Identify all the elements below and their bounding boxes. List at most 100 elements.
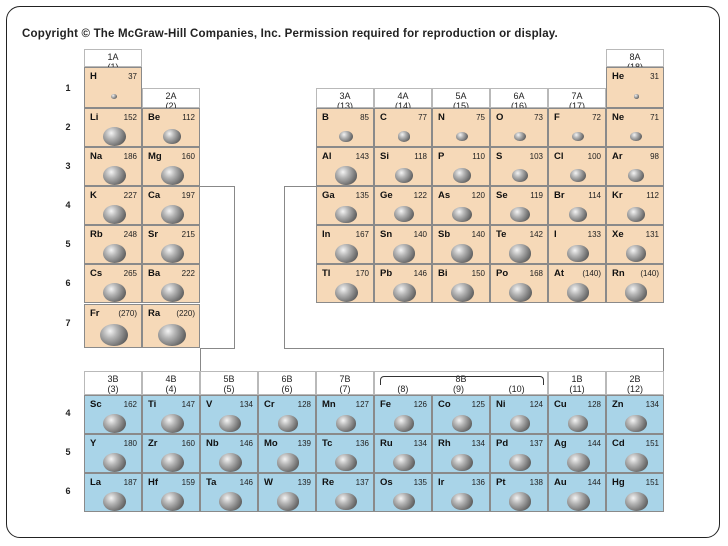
element-symbol: Rh bbox=[438, 438, 451, 449]
element-co: Co 125 bbox=[432, 395, 490, 434]
group-header-5b-number: (5) bbox=[223, 384, 235, 394]
element-se: Se 119 bbox=[490, 186, 548, 225]
element-b: B 85 bbox=[316, 108, 374, 147]
atom-sphere bbox=[392, 244, 416, 263]
group-header-3b: 3B (3) bbox=[84, 371, 142, 395]
atom-sphere bbox=[567, 415, 589, 432]
atomic-radius-value: 126 bbox=[413, 400, 427, 409]
group-header-6b: 6B (6) bbox=[258, 371, 316, 395]
group-header-6b-number: (6) bbox=[281, 384, 293, 394]
element-li: Li 152 bbox=[84, 108, 142, 147]
element-symbol: Se bbox=[496, 190, 508, 201]
atom-sphere bbox=[102, 492, 126, 511]
transition-period-label-5: 5 bbox=[65, 447, 71, 457]
group-header-4a-number: (14) bbox=[394, 101, 411, 111]
group-header-3b-label: 3B bbox=[107, 374, 119, 384]
atomic-radius-value: 85 bbox=[360, 113, 369, 122]
element-symbol: Co bbox=[438, 399, 451, 410]
atom-sphere bbox=[334, 244, 358, 263]
atom-sphere bbox=[100, 323, 128, 347]
atomic-radius-value: 114 bbox=[588, 191, 601, 200]
atom-sphere bbox=[627, 207, 645, 222]
group-header-5a-label: 5A bbox=[455, 91, 467, 101]
atomic-radius-value: 151 bbox=[645, 439, 659, 448]
group-header-4b-label: 4B bbox=[165, 374, 177, 384]
atomic-radius-value: 110 bbox=[472, 152, 485, 161]
atomic-radius-value: 187 bbox=[123, 478, 137, 487]
element-in: In 167 bbox=[316, 225, 374, 264]
atom-sphere bbox=[393, 492, 415, 511]
element-symbol: Pb bbox=[380, 268, 393, 279]
element-rh: Rh 134 bbox=[432, 434, 490, 473]
element-v: V 134 bbox=[200, 395, 258, 434]
atomic-radius-value: 140 bbox=[471, 230, 485, 239]
atomic-radius-value: 73 bbox=[534, 113, 543, 122]
leader-line-left-top bbox=[200, 186, 234, 187]
group-header-7a-number: (17) bbox=[568, 101, 585, 111]
element-c: C 77 bbox=[374, 108, 432, 147]
element-mg: Mg 160 bbox=[142, 147, 200, 186]
leader-line-right-drop bbox=[663, 348, 664, 371]
element-ni: Ni 124 bbox=[490, 395, 548, 434]
atom-sphere bbox=[335, 453, 357, 472]
atomic-radius-value: 72 bbox=[592, 113, 601, 122]
element-symbol: Bi bbox=[438, 268, 448, 279]
atom-sphere bbox=[508, 283, 532, 302]
atomic-radius-value: 112 bbox=[646, 191, 659, 200]
atomic-radius-value: 122 bbox=[413, 191, 427, 200]
atomic-radius-value: 120 bbox=[471, 191, 485, 200]
atomic-radius-value: 248 bbox=[123, 230, 137, 239]
group-header-7b-number: (7) bbox=[339, 384, 351, 394]
leader-line-left-vertical bbox=[234, 186, 235, 348]
element-po: Po 168 bbox=[490, 264, 548, 303]
element-symbol: Sn bbox=[380, 229, 393, 240]
leader-line-right-top bbox=[284, 186, 316, 187]
group-header-6a: 6A (16) bbox=[490, 88, 548, 111]
atom-sphere bbox=[394, 167, 414, 184]
atom-sphere bbox=[450, 244, 474, 263]
element-nb: Nb 146 bbox=[200, 434, 258, 473]
element-re: Re 137 bbox=[316, 473, 374, 512]
atomic-radius-value: 124 bbox=[529, 400, 543, 409]
group-header-5b: 5B (5) bbox=[200, 371, 258, 395]
element-symbol: Ru bbox=[380, 438, 393, 449]
element-symbol: Li bbox=[90, 112, 99, 123]
leader-line-right-bottom bbox=[284, 348, 664, 349]
atom-sphere bbox=[158, 323, 186, 347]
group-header-2a-number: (2) bbox=[165, 101, 177, 111]
element-symbol: Ni bbox=[496, 399, 506, 410]
element-ga: Ga 135 bbox=[316, 186, 374, 225]
atomic-radius-value: 139 bbox=[297, 439, 311, 448]
atom-sphere bbox=[102, 166, 126, 185]
atomic-radius-value: 103 bbox=[529, 152, 543, 161]
atomic-radius-value: 37 bbox=[128, 72, 137, 81]
element-la: La 187 bbox=[84, 473, 142, 512]
element-symbol: N bbox=[438, 112, 445, 123]
atomic-radius-value: 160 bbox=[181, 439, 195, 448]
transition-period-label-6: 6 bbox=[65, 486, 71, 496]
group-8b-bracket bbox=[380, 376, 544, 385]
group-header-5b-label: 5B bbox=[223, 374, 235, 384]
atomic-radius-value: 159 bbox=[181, 478, 195, 487]
atom-sphere bbox=[511, 168, 529, 183]
element-as: As 120 bbox=[432, 186, 490, 225]
element-p: P 110 bbox=[432, 147, 490, 186]
element-symbol: As bbox=[438, 190, 451, 201]
element-symbol: At bbox=[554, 268, 565, 279]
atomic-radius-value: 134 bbox=[471, 439, 485, 448]
element-ne: Ne 71 bbox=[606, 108, 664, 147]
atom-sphere bbox=[102, 127, 126, 146]
element-bi: Bi 150 bbox=[432, 264, 490, 303]
atom-sphere bbox=[568, 207, 588, 222]
atom-sphere bbox=[451, 492, 473, 511]
group-header-6b-label: 6B bbox=[281, 374, 293, 384]
group-header-7b: 7B (7) bbox=[316, 371, 374, 395]
atomic-radius-value: 143 bbox=[355, 152, 369, 161]
element-symbol: Nb bbox=[206, 438, 219, 449]
atom-sphere bbox=[508, 492, 532, 511]
atom-sphere bbox=[628, 169, 644, 182]
atomic-radius-value: 119 bbox=[530, 191, 543, 200]
group-header-8b: 8B (8) (9) (10) bbox=[374, 371, 548, 395]
group-header-8a: 8A(18) bbox=[606, 49, 664, 72]
element-symbol: Tl bbox=[322, 268, 331, 279]
